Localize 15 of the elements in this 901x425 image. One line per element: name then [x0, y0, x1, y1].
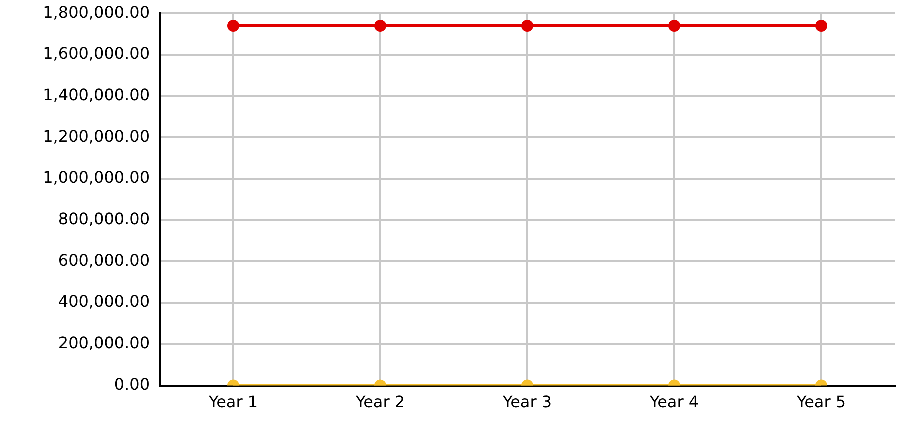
y-tick-label: 1,800,000.00 [43, 2, 150, 22]
y-tick-label: 1,000,000.00 [43, 168, 150, 188]
y-tick-label: 800,000.00 [58, 210, 150, 229]
x-tick-label: Year 3 [502, 392, 552, 412]
y-tick-label: 1,400,000.00 [43, 85, 150, 104]
x-tick-label: Year 4 [648, 392, 700, 412]
x-tick-label: Year 2 [354, 392, 406, 412]
y-tick-label: 0.00 [114, 374, 150, 394]
x-tick-label: Year 5 [796, 392, 846, 412]
y-tick-label: 1,200,000.00 [43, 126, 150, 146]
y-tick-label: 400,000.00 [58, 292, 150, 312]
y-tick-label: 1,600,000.00 [43, 44, 150, 64]
x-tick-label: Year 1 [208, 392, 258, 412]
y-tick-label: 200,000.00 [58, 334, 150, 353]
y-tick-label: 600,000.00 [58, 250, 150, 270]
